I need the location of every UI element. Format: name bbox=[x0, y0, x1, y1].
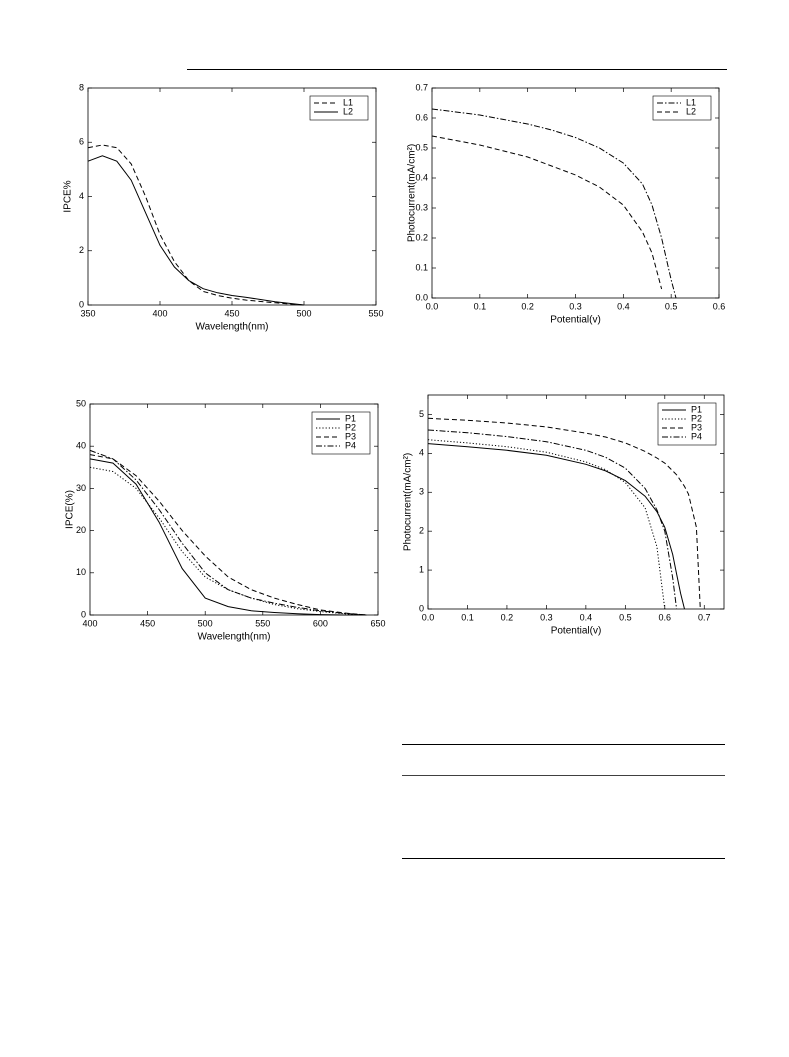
data-line bbox=[89, 454, 367, 616]
x-tick-label: 0.2 bbox=[521, 301, 534, 311]
x-tick-label: 0.1 bbox=[461, 612, 474, 622]
x-tick-label: 0.6 bbox=[659, 612, 672, 622]
x-tick-label: 600 bbox=[313, 618, 328, 628]
y-axis-label: IPCE% bbox=[63, 180, 74, 212]
legend-label: L1 bbox=[686, 97, 696, 107]
data-line bbox=[87, 144, 305, 306]
y-axis-label: Photocurrent(mA/cm²) bbox=[407, 144, 418, 242]
x-tick-label: 0.1 bbox=[474, 301, 487, 311]
legend-label: P1 bbox=[345, 413, 356, 423]
x-tick-label: 550 bbox=[368, 308, 383, 318]
y-tick-label: 0.4 bbox=[415, 172, 428, 182]
legend-box bbox=[311, 411, 371, 455]
x-axis-label: Wavelength(nm) bbox=[196, 322, 269, 333]
y-tick-label: 5 bbox=[419, 409, 424, 419]
x-tick-label: 650 bbox=[370, 618, 385, 628]
y-tick-label: 2 bbox=[79, 245, 84, 255]
y-tick-label: 0.2 bbox=[415, 232, 428, 242]
x-tick-label: 350 bbox=[80, 308, 95, 318]
y-tick-label: 0 bbox=[81, 609, 86, 619]
data-line bbox=[87, 155, 305, 306]
data-line bbox=[89, 466, 367, 616]
y-tick-label: 2 bbox=[419, 526, 424, 536]
y-tick-label: 0.6 bbox=[415, 112, 428, 122]
y-tick-label: 6 bbox=[79, 137, 84, 147]
x-tick-label: 550 bbox=[255, 618, 270, 628]
x-tick-label: 0.6 bbox=[713, 301, 726, 311]
x-tick-label: 450 bbox=[140, 618, 155, 628]
chart: 400 450 500 550 600 650 0 10 20 30 40 50 Wavelength(… bbox=[65, 398, 386, 642]
y-tick-label: 3 bbox=[419, 487, 424, 497]
legend-label: P3 bbox=[691, 422, 702, 432]
legend-label: L2 bbox=[686, 106, 696, 116]
y-tick-label: 8 bbox=[79, 82, 84, 92]
data-line bbox=[431, 135, 663, 290]
legend-label: L2 bbox=[343, 106, 353, 116]
x-tick-label: 0.2 bbox=[501, 612, 514, 622]
x-tick-label: 400 bbox=[152, 308, 167, 318]
x-tick-label: 500 bbox=[198, 618, 213, 628]
x-tick-label: 0.5 bbox=[619, 612, 632, 622]
y-tick-label: 0 bbox=[419, 603, 424, 613]
y-axis-label: Photocurrent(mA/cm²) bbox=[403, 453, 414, 551]
legend-label: P2 bbox=[345, 422, 356, 432]
chart: 350 400 450 500 550 0 2 4 6 8 Wavelength(nm) IPCE% L… bbox=[63, 82, 384, 332]
x-tick-label: 0.3 bbox=[569, 301, 582, 311]
legend-label: P1 bbox=[691, 404, 702, 414]
legend-label: P4 bbox=[345, 440, 356, 450]
y-tick-label: 4 bbox=[419, 448, 424, 458]
data-line bbox=[89, 449, 367, 616]
y-tick-label: 0.1 bbox=[415, 262, 428, 272]
y-tick-label: 30 bbox=[76, 483, 86, 493]
y-tick-label: 20 bbox=[76, 525, 86, 535]
x-tick-label: 450 bbox=[224, 308, 239, 318]
x-tick-label: 500 bbox=[296, 308, 311, 318]
data-line bbox=[89, 458, 367, 616]
plot-frame bbox=[89, 403, 379, 616]
data-line bbox=[427, 429, 678, 610]
data-line bbox=[431, 108, 677, 299]
y-axis-label: IPCE(%) bbox=[65, 490, 76, 529]
x-tick-label: 0.5 bbox=[665, 301, 678, 311]
legend-label: L1 bbox=[343, 97, 353, 107]
chart: 0.0 0.1 0.2 0.3 0.4 0.5 0.6 0.0 0.1 0.2 0.3 0.4 0.5 0… bbox=[407, 82, 726, 325]
x-tick-label: 0.3 bbox=[540, 612, 553, 622]
y-tick-label: 0.7 bbox=[415, 82, 428, 92]
x-tick-label: 0.4 bbox=[580, 612, 593, 622]
x-axis-label: Wavelength(nm) bbox=[198, 632, 271, 643]
legend-box bbox=[309, 95, 369, 121]
plot-frame bbox=[427, 394, 725, 610]
y-tick-label: 0 bbox=[79, 299, 84, 309]
x-tick-label: 0.7 bbox=[698, 612, 711, 622]
x-tick-label: 0.0 bbox=[426, 301, 439, 311]
x-tick-label: 0.4 bbox=[617, 301, 630, 311]
y-tick-label: 10 bbox=[76, 567, 86, 577]
y-tick-label: 1 bbox=[419, 564, 424, 574]
legend-label: P3 bbox=[345, 431, 356, 441]
data-line bbox=[427, 439, 666, 610]
x-tick-label: 0.0 bbox=[422, 612, 435, 622]
x-axis-label: Potential(v) bbox=[551, 626, 602, 637]
legend-label: P4 bbox=[691, 431, 702, 441]
y-tick-label: 50 bbox=[76, 398, 86, 408]
y-tick-label: 0.3 bbox=[415, 202, 428, 212]
y-tick-label: 40 bbox=[76, 441, 86, 451]
y-tick-label: 4 bbox=[79, 191, 84, 201]
x-axis-label: Potential(v) bbox=[550, 315, 601, 326]
chart: 0.0 0.1 0.2 0.3 0.4 0.5 0.6 0.7 0 1 2 3 4 5 Potential(… bbox=[403, 394, 725, 637]
x-tick-label: 400 bbox=[82, 618, 97, 628]
legend-box bbox=[657, 402, 717, 446]
y-tick-label: 0.5 bbox=[415, 142, 428, 152]
data-line bbox=[427, 443, 685, 610]
y-tick-label: 0.0 bbox=[415, 292, 428, 302]
legend-label: P2 bbox=[691, 413, 702, 423]
legend-box bbox=[652, 95, 712, 121]
data-line bbox=[427, 417, 701, 610]
